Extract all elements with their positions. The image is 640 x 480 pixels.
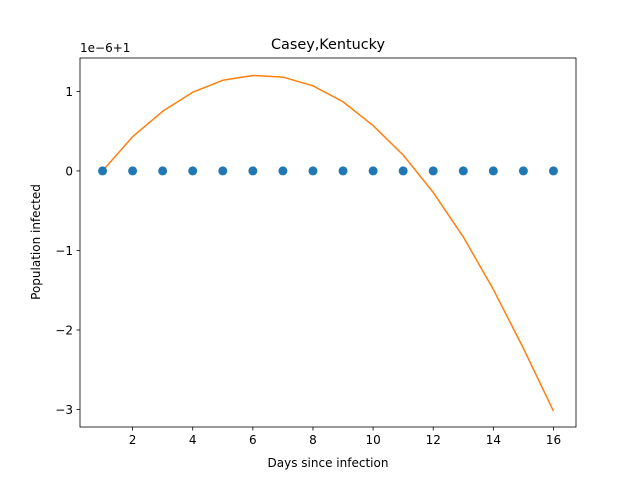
scatter-point — [548, 166, 558, 176]
scatter-point — [518, 166, 528, 176]
x-tick-label: 8 — [309, 433, 317, 447]
scatter-point — [458, 166, 468, 176]
scatter-point — [278, 166, 288, 176]
x-tick-label: 4 — [189, 433, 197, 447]
scatter-point — [188, 166, 198, 176]
scatter-point — [428, 166, 438, 176]
scatter-point — [248, 166, 258, 176]
x-axis-label: Days since infection — [268, 456, 389, 470]
y-tick-label: −1 — [55, 244, 73, 258]
axes-frame — [79, 57, 577, 428]
y-tick-label: −2 — [55, 323, 73, 337]
scatter-point — [398, 166, 408, 176]
plot-background — [80, 58, 576, 427]
x-tick-label: 14 — [486, 433, 501, 447]
y-axis-label: Population infected — [29, 184, 43, 300]
y-tick-label: 0 — [65, 164, 73, 178]
y-offset-text: 1e−6+1 — [80, 41, 130, 55]
x-tick-label: 16 — [546, 433, 561, 447]
scatter-point — [158, 166, 168, 176]
scatter-point — [218, 166, 228, 176]
x-tick-label: 12 — [426, 433, 441, 447]
series-line — [101, 74, 555, 412]
chart-title: Casey,Kentucky — [271, 37, 385, 53]
scatter-point — [98, 166, 108, 176]
scatter-point — [308, 166, 318, 176]
y-tick-label: −3 — [55, 403, 73, 417]
scatter-point — [128, 166, 138, 176]
x-tick-label: 6 — [249, 433, 257, 447]
scatter-point — [368, 166, 378, 176]
y-tick-label: 1 — [65, 85, 73, 99]
scatter-point — [488, 166, 498, 176]
scatter-point — [338, 166, 348, 176]
x-tick-label: 10 — [365, 433, 380, 447]
x-tick-label: 2 — [129, 433, 137, 447]
